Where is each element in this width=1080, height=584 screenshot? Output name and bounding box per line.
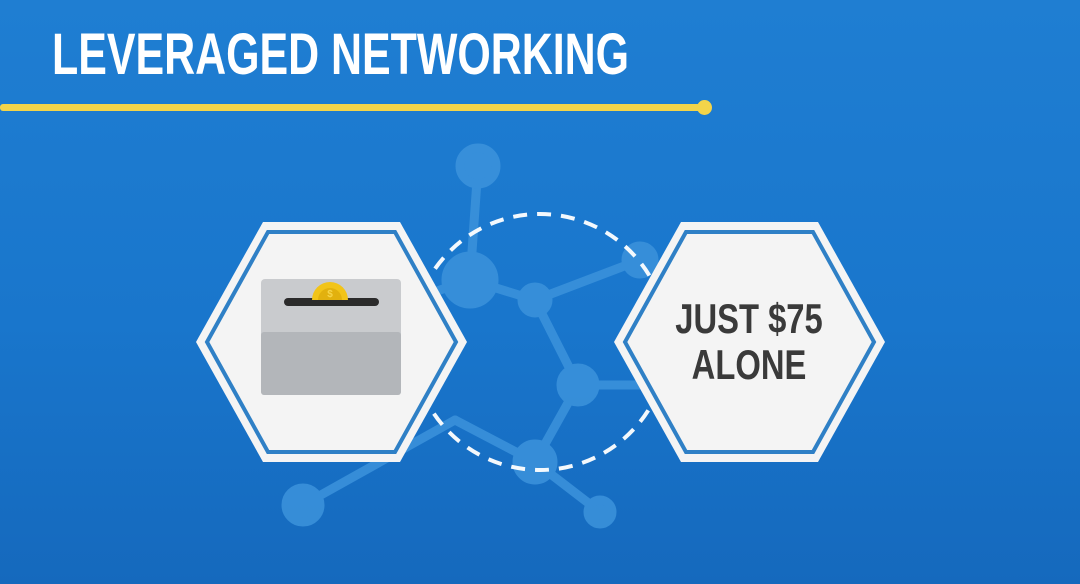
price-label-line1: JUST $75 (675, 295, 823, 342)
title-underline (0, 104, 704, 111)
price-label-line2: ALONE (691, 341, 807, 388)
svg-text:$: $ (327, 289, 333, 300)
left-hexagon: $ (196, 222, 467, 462)
slide-title: LEVERAGED NETWORKING (52, 22, 630, 87)
coin-icon: $ (312, 282, 348, 300)
donation-box-icon: $ (261, 279, 401, 395)
right-hexagon (614, 222, 885, 462)
title-underline-dot (697, 100, 712, 115)
price-label: JUST $75 ALONE (612, 296, 886, 388)
network-graph-background (281, 143, 659, 529)
